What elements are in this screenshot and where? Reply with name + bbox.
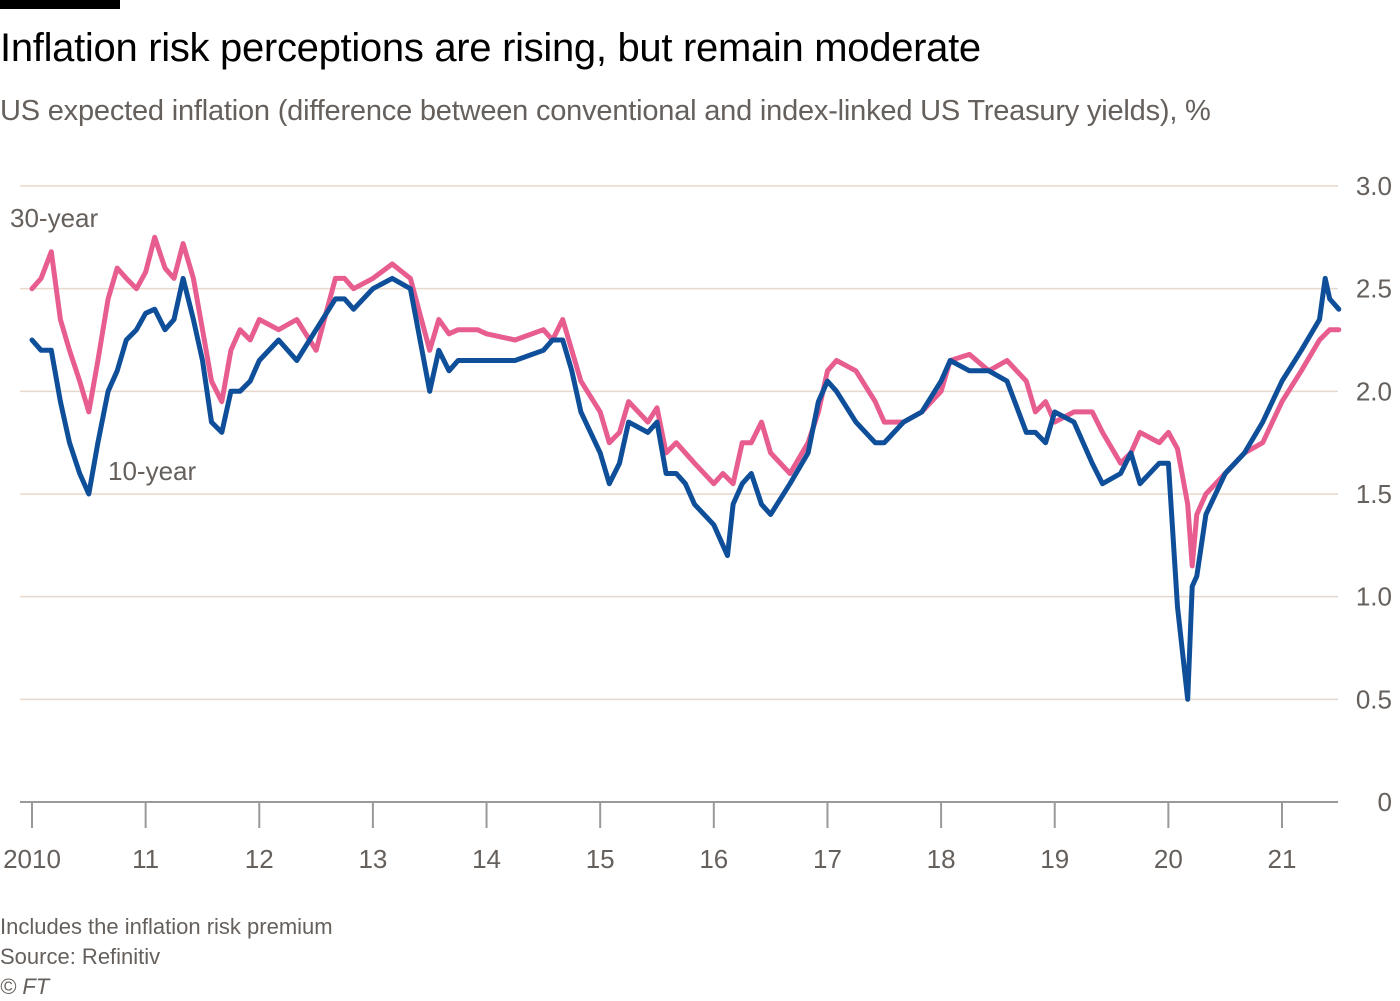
footnote: Includes the inflation risk premium [0, 914, 333, 939]
y-tick-label: 3.0 [1356, 171, 1392, 201]
x-tick-label: 21 [1268, 844, 1297, 874]
y-tick-label: 0.5 [1356, 684, 1392, 714]
chart-title: Inflation risk perceptions are rising, b… [0, 26, 981, 70]
series-line-10-year [29, 275, 1342, 702]
source-note: Source: Refinitiv [0, 944, 161, 969]
x-tick-label: 13 [358, 844, 387, 874]
x-tick-label: 16 [699, 844, 728, 874]
y-tick-label: 1.5 [1356, 479, 1392, 509]
label-30-year: 30-year [10, 203, 98, 233]
x-tick-label: 19 [1040, 844, 1069, 874]
x-tick-label: 12 [245, 844, 274, 874]
x-tick-label: 18 [927, 844, 956, 874]
x-tick-label: 11 [132, 844, 159, 874]
x-tick-label: 20 [1154, 844, 1183, 874]
x-tick-label: 17 [813, 844, 842, 874]
x-axis: 2010 11 12 13 14 15 16 17 18 19 20 21 [3, 801, 1338, 874]
series-labels: 30-year 10-year [10, 203, 196, 486]
y-tick-label: 2.0 [1356, 376, 1392, 406]
x-tick-label: 14 [472, 844, 501, 874]
line-chart: 0 0.5 1.0 1.5 2.0 2.5 3.0 2010 11 12 13 14 15 16 17 18… [3, 171, 1392, 874]
label-10-year: 10-year [108, 456, 196, 486]
x-tick-label: 2010 [3, 844, 61, 874]
chart-subtitle: US expected inflation (difference betwee… [0, 95, 1211, 127]
y-axis-ticks: 0 0.5 1.0 1.5 2.0 2.5 3.0 [1356, 171, 1392, 817]
x-tick-label: 15 [586, 844, 615, 874]
brand-bar [0, 0, 120, 9]
y-tick-label: 1.0 [1356, 582, 1392, 612]
y-tick-label: 2.5 [1356, 274, 1392, 304]
y-tick-label: 0 [1378, 787, 1392, 817]
series-line-30-year [29, 234, 1342, 569]
copyright: © FT [0, 974, 50, 999]
series-lines [29, 234, 1342, 702]
